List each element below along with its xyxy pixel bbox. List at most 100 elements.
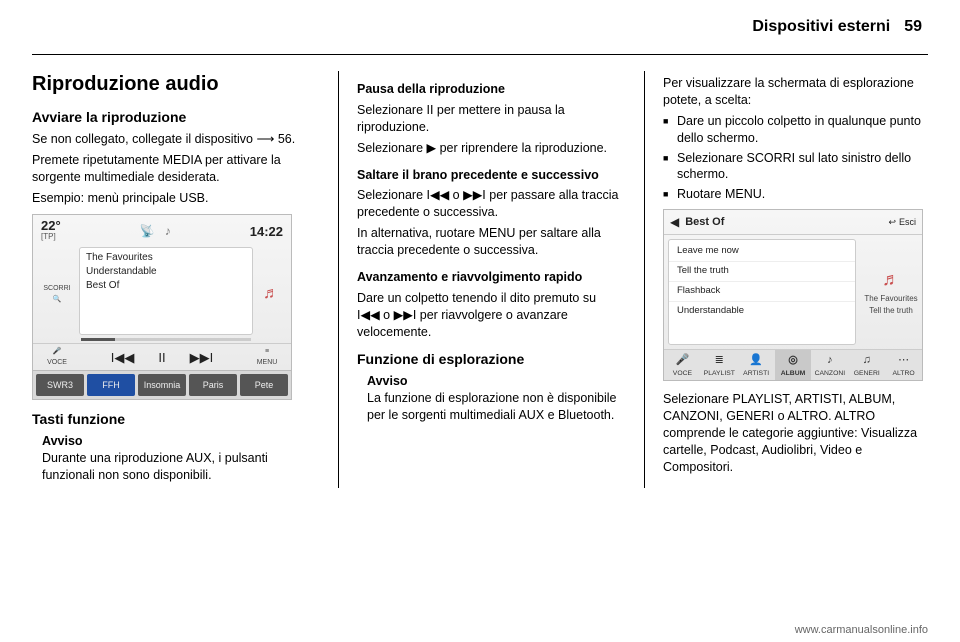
preset-tab[interactable]: Pete <box>240 374 288 396</box>
song-icon: ♪ <box>827 353 833 368</box>
preset-tabs: SWR3 FFH Insomnia Paris Pete <box>33 370 291 399</box>
preset-tab[interactable]: SWR3 <box>36 374 84 396</box>
back-button[interactable]: ◀ <box>670 214 679 230</box>
search-icon: 🔍 <box>53 295 62 304</box>
satellite-icon: 📡 <box>140 223 155 239</box>
status-top-icons: 📡 ♪ <box>140 223 171 239</box>
menu-label: MENU <box>257 358 278 367</box>
status-temp: 22° <box>41 219 61 232</box>
sidebar-scorri[interactable]: SCORRI 🔍 <box>39 247 75 341</box>
status-clock: 14:22 <box>250 223 283 241</box>
heading-avviare: Avviare la riproduzione <box>32 108 316 127</box>
cat-album[interactable]: ◎ALBUM <box>775 350 812 380</box>
cat-label: VOCE <box>673 369 692 378</box>
text-browse-intro: Per visualizzare la schermata di esplora… <box>663 75 928 109</box>
side-line-1: The Favourites <box>864 294 917 305</box>
exit-button[interactable]: ↩ Esci <box>888 216 916 228</box>
prev-track-button[interactable]: I◀◀ <box>111 349 135 367</box>
preset-tab[interactable]: Insomnia <box>138 374 186 396</box>
text-pause-2: Selezionare ▶ per riprendere la riproduz… <box>357 140 622 157</box>
status-tp: [TP] <box>41 232 61 243</box>
close-icon: ↩ <box>888 216 896 228</box>
cat-label: ALBUM <box>781 369 806 378</box>
category-bar: 🎤VOCE ≣PLAYLIST 👤ARTISTI ◎ALBUM ♪CANZONI… <box>664 349 922 380</box>
screenshot-browse: ◀ Best Of ↩ Esci Leave me now Tell the t… <box>663 209 923 381</box>
column-1: Riproduzione audio Avviare la riproduzio… <box>32 71 316 488</box>
text-example: Esempio: menù principale USB. <box>32 190 316 207</box>
text-pause-1: Selezionare II per mettere in pausa la r… <box>357 102 622 136</box>
text-skip-1: Selezionare I◀◀ o ▶▶I per passare alla t… <box>357 187 622 221</box>
menu-icon: ≡ <box>265 347 269 356</box>
text-start-1: Se non collegato, collegate il dispositi… <box>32 131 316 148</box>
cat-altro[interactable]: ⋯ALTRO <box>885 350 922 380</box>
cat-voce[interactable]: 🎤VOCE <box>664 350 701 380</box>
list-item[interactable]: Understandable <box>669 302 855 321</box>
footer-url: www.carmanualsonline.info <box>795 624 928 636</box>
menu-button[interactable]: ≡ MENU <box>247 347 287 367</box>
music-icon: ♬ <box>882 267 900 291</box>
cat-artisti[interactable]: 👤ARTISTI <box>738 350 775 380</box>
list-item: Selezionare SCORRI sul lato sinistro del… <box>663 150 928 184</box>
track-list[interactable]: The Favourites Understandable Best Of <box>79 247 253 335</box>
cat-canzoni[interactable]: ♪CANZONI <box>811 350 848 380</box>
voice-label: VOCE <box>47 358 67 367</box>
cat-label: ARTISTI <box>743 369 769 378</box>
heading-ffrw: Avanzamento e riavvolgimento rapido <box>357 269 622 286</box>
list-item: Dare un piccolo colpetto in qualunque pu… <box>663 113 928 147</box>
heading-riproduzione-audio: Riproduzione audio <box>32 71 316 98</box>
cat-label: GENERI <box>854 369 880 378</box>
cat-generi[interactable]: ♫GENERI <box>848 350 885 380</box>
scorri-label: SCORRI <box>43 284 70 293</box>
heading-browse: Funzione di esplorazione <box>357 350 622 369</box>
pause-button[interactable]: II <box>158 349 165 367</box>
page-number: 59 <box>904 18 922 36</box>
column-2: Pausa della riproduzione Selezionare II … <box>338 71 622 488</box>
notice-text: La funzione di esplorazione non è dispon… <box>367 391 617 422</box>
list-item[interactable]: Leave me now <box>669 242 855 262</box>
track-row: Best Of <box>86 279 246 293</box>
list-item: Ruotare MENU. <box>663 186 928 203</box>
browse-options-list: Dare un piccolo colpetto in qualunque pu… <box>663 113 928 203</box>
cat-label: CANZONI <box>815 369 846 378</box>
text-browse-after: Selezionare PLAYLIST, ARTISTI, ALBUM, CA… <box>663 391 928 475</box>
artist-icon: 👤 <box>749 353 763 368</box>
next-track-button[interactable]: ▶▶I <box>190 349 214 367</box>
music-note-icon: ♪ <box>165 223 171 239</box>
mic-icon: 🎤 <box>53 347 62 356</box>
heading-skip: Saltare il brano precedente e successivo <box>357 167 622 184</box>
mic-icon: 🎤 <box>676 353 690 368</box>
album-icon: ◎ <box>788 353 798 368</box>
side-line-2: Tell the truth <box>869 306 913 317</box>
voice-button[interactable]: 🎤 VOCE <box>37 347 77 367</box>
text-skip-2: In alternativa, ruotare MENU per saltare… <box>357 225 622 259</box>
progress-bar[interactable] <box>81 338 251 341</box>
notice-label: Avviso <box>367 374 408 388</box>
cat-playlist[interactable]: ≣PLAYLIST <box>701 350 738 380</box>
header-rule <box>32 54 928 55</box>
screenshot-usb-main: 22° [TP] 📡 ♪ 14:22 SCORRI 🔍 <box>32 214 292 400</box>
cat-label: ALTRO <box>893 369 915 378</box>
album-art-icon: ♬ <box>257 247 285 341</box>
column-3: Per visualizzare la schermata di esplora… <box>644 71 928 488</box>
text-ffrw: Dare un colpetto tenendo il dito premuto… <box>357 290 622 341</box>
page-header-title: Dispositivi esterni <box>752 18 890 36</box>
preset-tab[interactable]: FFH <box>87 374 135 396</box>
browse-list[interactable]: Leave me now Tell the truth Flashback Un… <box>668 239 856 345</box>
heading-pause: Pausa della riproduzione <box>357 81 622 98</box>
exit-label: Esci <box>899 216 916 228</box>
notice-block: Avviso Durante una riproduzione AUX, i p… <box>42 433 316 484</box>
genre-icon: ♫ <box>863 353 871 368</box>
notice-block-2: Avviso La funzione di esplorazione non è… <box>367 373 622 424</box>
notice-text: Durante una riproduzione AUX, i pulsanti… <box>42 451 268 482</box>
browse-title: Best Of <box>685 215 888 230</box>
preset-tab[interactable]: Paris <box>189 374 237 396</box>
list-item[interactable]: Flashback <box>669 282 855 302</box>
notice-label: Avviso <box>42 434 83 448</box>
text-start-2: Premete ripetutamente MEDIA per attivare… <box>32 152 316 186</box>
track-row: The Favourites <box>86 251 246 265</box>
playlist-icon: ≣ <box>715 353 724 368</box>
list-item[interactable]: Tell the truth <box>669 262 855 282</box>
more-icon: ⋯ <box>898 353 909 368</box>
cat-label: PLAYLIST <box>704 369 735 378</box>
track-row: Understandable <box>86 265 246 279</box>
